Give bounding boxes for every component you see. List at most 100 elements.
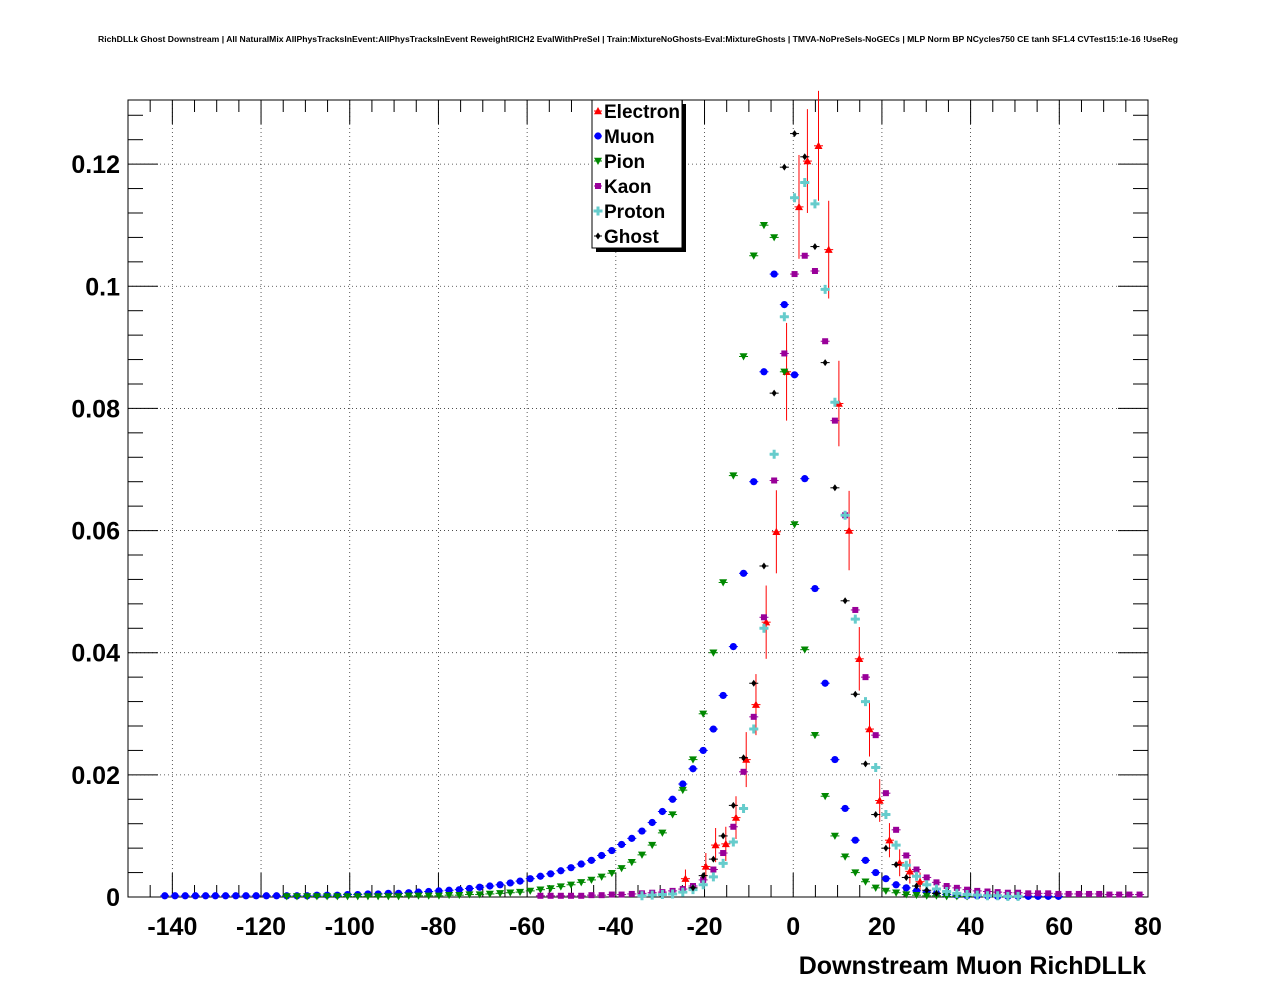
- ghost-point: [751, 679, 757, 687]
- muon-point: [851, 836, 859, 844]
- pion-point: [699, 710, 708, 718]
- proton-point: [678, 887, 688, 897]
- kaon-point: [953, 884, 960, 891]
- pion-point: [912, 891, 921, 900]
- pion-point: [526, 887, 535, 895]
- pion-point: [719, 579, 728, 587]
- kaon-point: [608, 891, 615, 898]
- ghost-point: [741, 754, 747, 762]
- muon-point: [272, 892, 281, 900]
- proton-point: [850, 614, 860, 624]
- pion-point: [658, 829, 667, 837]
- pion-point: [892, 889, 901, 897]
- proton-point: [891, 840, 901, 850]
- proton-point: [912, 871, 922, 881]
- electron-point: [845, 526, 854, 534]
- x-tick-label: -80: [420, 913, 456, 941]
- x-tick-label: -140: [147, 913, 197, 941]
- muon-point: [506, 879, 514, 887]
- kaon-point: [588, 892, 595, 899]
- electron-point: [814, 141, 823, 150]
- kaon-point: [537, 892, 544, 899]
- x-tick-label: -120: [236, 913, 286, 941]
- electron-point: [721, 839, 730, 848]
- pion-point: [353, 893, 362, 901]
- electron-point: [711, 841, 720, 849]
- pion-point: [597, 873, 606, 881]
- kaon-point: [628, 890, 635, 897]
- muon-point: [760, 368, 768, 376]
- muon-point: [577, 860, 585, 868]
- ghost-point: [933, 889, 939, 897]
- kaon-point: [557, 892, 564, 899]
- kaon-point: [1136, 891, 1143, 898]
- proton-point: [647, 890, 657, 900]
- kaon-point: [618, 891, 625, 898]
- pion-point: [821, 793, 830, 801]
- proton-point: [840, 510, 850, 520]
- y-tick-label: 0.08: [71, 395, 120, 423]
- ghost-point: [730, 801, 736, 809]
- kaon-point: [1035, 890, 1042, 897]
- pion-point: [384, 893, 393, 901]
- series-ghost: [688, 130, 941, 897]
- pion-point: [729, 472, 738, 480]
- kaon-point: [781, 350, 788, 357]
- legend-box: [591, 99, 683, 249]
- pion-point: [922, 892, 931, 900]
- pion-point: [475, 891, 484, 899]
- muon-point: [516, 877, 524, 885]
- pion-point: [556, 883, 565, 891]
- pion-point: [506, 889, 515, 897]
- muon-point: [790, 371, 799, 379]
- muon-point: [872, 868, 880, 877]
- kaon-point: [1086, 890, 1093, 897]
- kaon-point: [760, 614, 767, 621]
- kaon-point: [852, 606, 859, 613]
- pion-point: [282, 893, 291, 901]
- pion-point: [312, 893, 321, 901]
- muon-point: [628, 834, 636, 842]
- pion-point: [374, 893, 383, 901]
- muon-point: [211, 892, 219, 900]
- pion-point: [678, 786, 687, 795]
- y-tick-label: 0.1: [85, 273, 120, 301]
- electron-point: [732, 813, 741, 821]
- proton-point: [657, 890, 667, 900]
- kaon-point: [700, 876, 707, 883]
- kaon-point: [831, 417, 838, 424]
- muon-point: [242, 892, 250, 900]
- pion-point: [871, 884, 880, 892]
- muon-point: [262, 892, 270, 900]
- ghost-point: [832, 484, 838, 492]
- series-proton: [637, 177, 1023, 901]
- kaon-point: [568, 892, 575, 899]
- kaon-point: [710, 866, 717, 873]
- muon-point: [729, 643, 737, 651]
- legend-label-muon: Muon: [604, 127, 655, 148]
- ghost-point: [710, 855, 716, 863]
- axes: -140 -120 -100 -80 -60 -40 -20 0 20 40 60 80 0 0.02 0.…: [71, 99, 1162, 941]
- proton-point: [861, 697, 871, 707]
- electron-point: [772, 527, 781, 535]
- muon-point: [770, 270, 778, 278]
- electron-point: [875, 796, 884, 804]
- proton-point: [810, 199, 820, 209]
- ghost-point: [822, 359, 828, 367]
- legend-label-kaon: Kaon: [604, 177, 652, 198]
- proton-point: [922, 880, 932, 890]
- ghost-point: [700, 872, 706, 880]
- ghost-point: [690, 884, 696, 892]
- proton-point: [800, 177, 810, 187]
- proton-point: [668, 889, 678, 899]
- kaon-point: [1045, 890, 1052, 897]
- kaon-point: [1116, 891, 1123, 898]
- muon-point: [557, 867, 565, 875]
- pion-point: [343, 893, 352, 901]
- y-tick-label: 0.06: [71, 518, 120, 546]
- proton-point: [982, 891, 992, 901]
- x-tick-label: 60: [1045, 913, 1073, 941]
- pion-point: [627, 858, 636, 867]
- pion-point: [292, 893, 301, 901]
